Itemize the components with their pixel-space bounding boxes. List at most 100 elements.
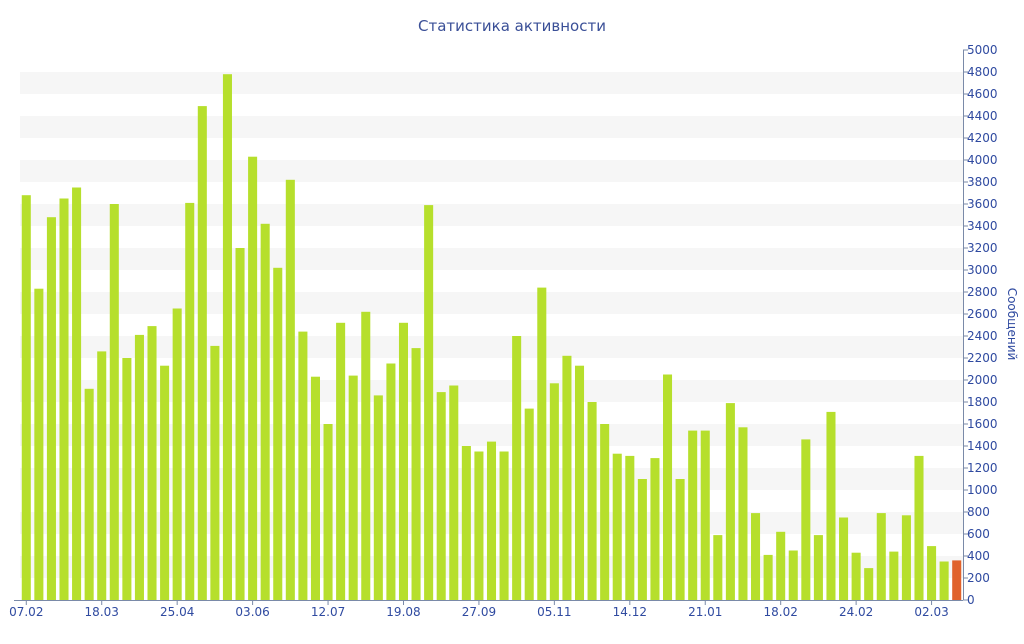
bar[interactable] [486,441,497,600]
y-tick-label: 3400 [967,219,998,233]
bar[interactable] [851,552,861,600]
bar[interactable] [512,336,522,600]
bar[interactable] [197,106,207,600]
bar[interactable] [222,74,232,600]
bar[interactable] [889,551,899,600]
bar[interactable] [587,402,597,600]
bar[interactable] [59,198,69,601]
bar[interactable] [839,517,849,601]
bar[interactable] [210,345,220,600]
x-tick-label: 25.04 [160,605,194,619]
y-tick-label: 3600 [967,197,998,211]
bar[interactable] [235,248,245,600]
y-tick-label: 4200 [967,131,998,145]
bar[interactable] [373,395,383,600]
x-tick-label: 03.06 [235,605,269,619]
y-tick-label: 2200 [967,351,998,365]
x-tick-label: 05.11 [537,605,571,619]
bar[interactable] [650,458,660,600]
y-tick-label: 2600 [967,307,998,321]
y-axis-label: Сообщений [1005,288,1019,361]
bar[interactable] [939,561,949,601]
bar[interactable] [864,568,874,600]
bar[interactable] [562,355,572,600]
bar[interactable] [663,374,673,601]
bar[interactable] [424,205,434,600]
bar-series [21,74,962,601]
bar[interactable] [688,430,698,600]
grid-band [20,248,963,270]
grid-band [20,160,963,182]
bar[interactable] [801,439,811,600]
bar[interactable] [700,430,710,600]
bar[interactable] [637,479,647,600]
bar[interactable] [751,513,761,600]
y-tick-label: 4000 [967,153,998,167]
y-tick-label: 2400 [967,329,998,343]
bar[interactable] [675,479,685,600]
y-tick-label: 1200 [967,461,998,475]
bar[interactable] [348,375,358,600]
bar[interactable] [72,187,82,601]
bar[interactable] [34,288,44,600]
bar[interactable] [46,217,56,600]
y-tick-label: 4400 [967,109,998,123]
bar[interactable] [411,348,421,600]
y-tick-label: 4800 [967,65,998,79]
bar[interactable] [901,515,911,600]
bar[interactable] [625,455,635,600]
bar[interactable] [449,385,459,601]
chart-title: Статистика активности [418,17,606,35]
bar[interactable] [84,388,94,600]
bar[interactable] [260,223,270,601]
bar[interactable] [336,322,346,600]
bar-current[interactable] [952,560,962,600]
bar[interactable] [134,334,144,600]
bar[interactable] [549,383,559,600]
bar[interactable] [273,267,283,600]
bar[interactable] [386,363,396,601]
bar[interactable] [914,455,924,600]
bar[interactable] [109,204,119,600]
bar[interactable] [738,427,748,600]
bar[interactable] [172,308,182,601]
y-tick-label: 3000 [967,263,998,277]
bar[interactable] [763,554,773,600]
bar[interactable] [612,453,622,600]
bar[interactable] [537,287,547,600]
bar[interactable] [813,535,823,600]
bar[interactable] [97,351,107,600]
grid-band [20,116,963,138]
bar[interactable] [713,535,723,600]
bar[interactable] [310,376,320,600]
bar[interactable] [21,195,31,600]
bar[interactable] [147,326,157,600]
bar[interactable] [361,311,371,600]
bar[interactable] [524,408,534,600]
bar[interactable] [927,546,937,600]
x-tick-label: 02.03 [914,605,948,619]
bar[interactable] [788,550,798,601]
x-tick-label: 24.02 [839,605,873,619]
bar[interactable] [461,446,471,600]
bar[interactable] [600,424,610,600]
bar[interactable] [436,392,446,600]
x-axis: 07.02 18.03 25.04 03.06 12.07 19.08 27.09 05.11… [9,600,963,619]
bar[interactable] [574,365,585,600]
bar[interactable] [398,322,409,600]
bar[interactable] [160,365,170,600]
bar[interactable] [826,411,836,600]
bar[interactable] [298,331,308,600]
y-tick-label: 1000 [967,483,998,497]
bar[interactable] [248,156,258,600]
bar[interactable] [499,451,509,601]
bar[interactable] [185,202,195,600]
bar[interactable] [776,531,786,600]
bar[interactable] [474,451,484,601]
bar[interactable] [725,403,735,600]
bar[interactable] [876,513,886,600]
bar[interactable] [122,358,132,600]
bar[interactable] [285,179,295,601]
bar[interactable] [323,424,333,600]
